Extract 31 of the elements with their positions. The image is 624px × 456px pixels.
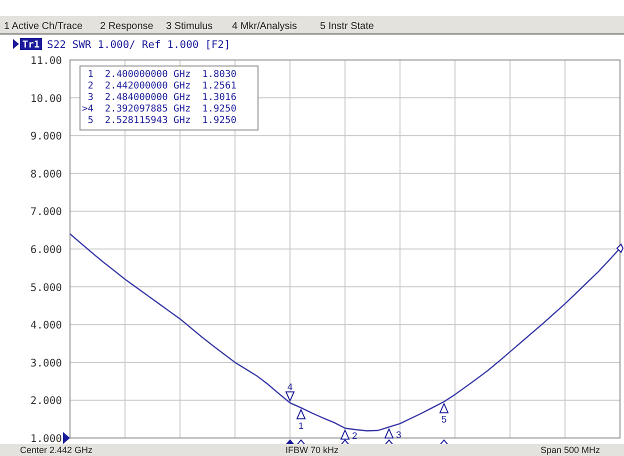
- text: 5 Instr State: [320, 21, 374, 32]
- annotation: 5: [441, 414, 447, 426]
- annotation: 2 2.442000000 GHz 1.2561: [82, 80, 237, 92]
- y-tick-label: 8.000: [30, 168, 62, 180]
- annotation: 3 2.484000000 GHz 1.3016: [82, 92, 237, 103]
- text: Tr1: [22, 40, 40, 50]
- annotation: 3: [396, 430, 402, 442]
- text: Span 500 MHz: [540, 445, 600, 455]
- text: 1 Active Ch/Trace: [4, 21, 83, 32]
- annotation: >4 2.392097885 GHz 1.9250: [82, 104, 237, 114]
- text: IFBW 70 kHz: [285, 445, 339, 455]
- y-tick-label: 5.000: [30, 282, 62, 294]
- y-tick-label: 3.000: [30, 357, 62, 370]
- annotation: 5 2.528115943 GHz 1.9250: [82, 115, 237, 126]
- y-tick-label: 1.000: [30, 433, 62, 445]
- y-tick-label: 9.000: [30, 130, 62, 143]
- y-tick-label: 11.00: [30, 55, 62, 67]
- y-tick-label: 7.000: [30, 206, 62, 218]
- text: Center 2.442 GHz: [20, 445, 94, 455]
- text: 4 Mkr/Analysis: [232, 21, 298, 32]
- y-tick-label: 4.000: [30, 320, 62, 332]
- annotation: 1 2.400000000 GHz 1.8030: [82, 69, 237, 80]
- y-tick-label: 2.000: [30, 395, 62, 408]
- y-tick-label: 10.00: [30, 92, 62, 105]
- annotation: 4: [287, 382, 293, 393]
- text: 2 Response: [100, 21, 154, 32]
- chart-title: S22 SWR 1.000/ Ref 1.000 [F2]: [47, 39, 230, 51]
- text: 3 Stimulus: [166, 21, 213, 32]
- annotation: 2: [352, 431, 358, 442]
- y-tick-label: 6.000: [30, 244, 62, 256]
- annotation: 1: [298, 420, 304, 432]
